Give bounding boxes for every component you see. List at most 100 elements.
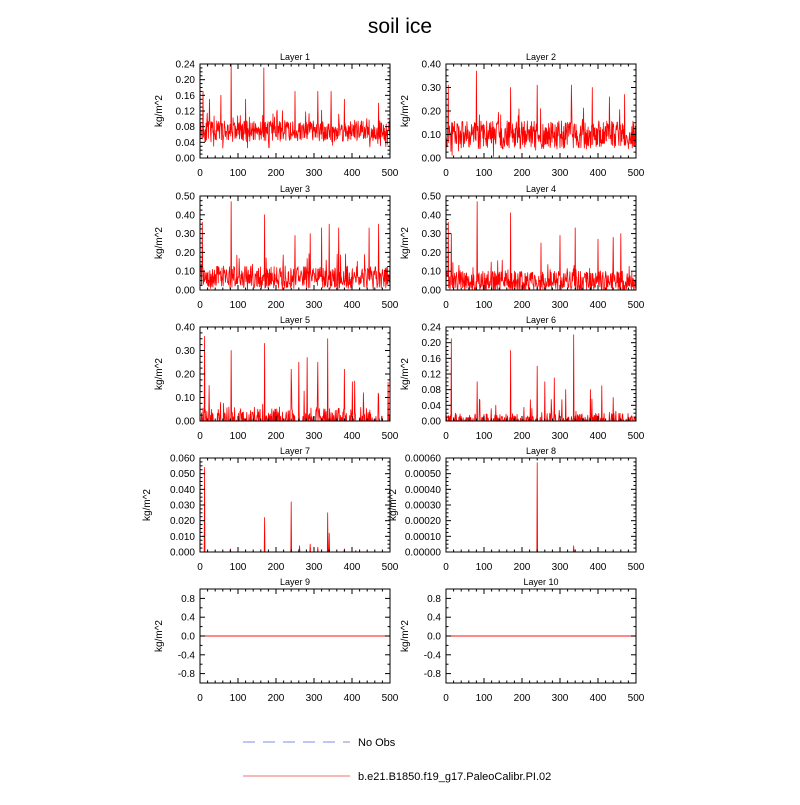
y-tick-label: 0.8 <box>427 594 441 605</box>
panel-title: Layer 1 <box>280 52 310 62</box>
y-tick-label: 0.20 <box>176 75 196 86</box>
panel-title: Layer 3 <box>280 184 310 194</box>
series-line <box>199 63 391 149</box>
x-tick-label: 400 <box>344 562 361 573</box>
x-tick-label: 100 <box>230 431 247 442</box>
x-tick-label: 400 <box>590 168 607 179</box>
x-tick-label: 400 <box>590 562 607 573</box>
y-tick-label: 0.08 <box>176 122 196 133</box>
y-axis-label: kg/m^2 <box>400 95 411 127</box>
x-tick-label: 500 <box>382 300 399 311</box>
x-tick-label: 0 <box>197 693 203 704</box>
x-tick-label: 100 <box>230 693 247 704</box>
y-tick-label: 0.00 <box>176 417 196 428</box>
y-tick-label: 0.00060 <box>405 454 442 465</box>
x-tick-label: 400 <box>590 693 607 704</box>
x-tick-label: 300 <box>306 300 323 311</box>
x-tick-label: 0 <box>197 300 203 311</box>
series-line <box>445 334 637 422</box>
y-tick-label: 0.030 <box>170 501 195 512</box>
panel-layer-10: Layer 10 0 100 200 300 400 500 -0.8 -0.4 0.0 0.4 0.… <box>400 577 645 704</box>
x-tick-label: 100 <box>230 562 247 573</box>
x-tick-label: 400 <box>344 431 361 442</box>
y-tick-label: 0.20 <box>422 107 442 118</box>
x-tick-label: 300 <box>306 693 323 704</box>
y-tick-label: 0.40 <box>422 210 442 221</box>
y-tick-label: 0.00020 <box>405 516 442 527</box>
x-tick-label: 200 <box>514 431 531 442</box>
x-tick-label: 400 <box>590 300 607 311</box>
y-tick-label: 0.04 <box>176 138 196 149</box>
x-tick-label: 0 <box>443 562 449 573</box>
y-tick-label: 0.00 <box>176 286 196 297</box>
y-tick-label: 0.08 <box>422 385 442 396</box>
y-tick-label: 0.16 <box>422 354 442 365</box>
x-tick-label: 300 <box>552 431 569 442</box>
y-tick-label: 0.00030 <box>405 501 442 512</box>
y-axis-label: kg/m^2 <box>400 358 411 390</box>
y-tick-label: -0.4 <box>178 650 196 661</box>
x-tick-label: 200 <box>514 168 531 179</box>
x-tick-label: 100 <box>230 300 247 311</box>
panel-title: Layer 7 <box>280 446 310 456</box>
x-tick-label: 200 <box>268 431 285 442</box>
plot-frame <box>445 326 637 422</box>
y-axis-label: kg/m^2 <box>142 489 153 521</box>
x-tick-label: 0 <box>197 562 203 573</box>
x-tick-label: 100 <box>476 168 493 179</box>
x-tick-label: 0 <box>197 168 203 179</box>
x-tick-label: 500 <box>628 562 645 573</box>
y-tick-label: 0.30 <box>422 83 442 94</box>
y-tick-label: 0.4 <box>181 613 195 624</box>
y-axis-label: kg/m^2 <box>154 620 165 652</box>
y-tick-label: 0.00040 <box>405 485 442 496</box>
panel-layer-9: Layer 9 0 100 200 300 400 500 -0.8 -0.4 0.0 0.4 0.8… <box>154 577 399 704</box>
series-line <box>445 462 637 553</box>
y-tick-label: -0.8 <box>178 669 196 680</box>
y-tick-label: 0.00050 <box>405 469 442 480</box>
x-tick-label: 400 <box>344 693 361 704</box>
x-tick-label: 0 <box>443 431 449 442</box>
y-tick-label: 0.8 <box>181 594 195 605</box>
y-axis-label: kg/m^2 <box>154 358 165 390</box>
y-tick-label: 0.00010 <box>405 532 442 543</box>
panel-title: Layer 5 <box>280 315 310 325</box>
y-tick-label: 0.000 <box>170 548 195 559</box>
panel-title: Layer 2 <box>526 52 556 62</box>
x-tick-label: 500 <box>382 431 399 442</box>
x-tick-label: 0 <box>197 431 203 442</box>
x-tick-label: 400 <box>344 168 361 179</box>
x-tick-label: 0 <box>443 300 449 311</box>
x-tick-label: 400 <box>590 431 607 442</box>
plot-frame <box>445 457 637 553</box>
figure-title: soil ice <box>368 15 432 38</box>
y-axis-label: kg/m^2 <box>154 227 165 259</box>
panel-title: Layer 10 <box>523 577 558 587</box>
x-tick-label: 500 <box>382 693 399 704</box>
y-tick-label: 0.4 <box>427 613 441 624</box>
y-tick-label: 0.50 <box>422 192 442 203</box>
y-tick-label: 0.24 <box>422 323 442 334</box>
panel-title: Layer 6 <box>526 315 556 325</box>
panel-layer-5: Layer 5 0 100 200 300 400 500 0.00 0.10 0.20 0.30 0… <box>154 315 399 442</box>
x-tick-label: 500 <box>382 168 399 179</box>
x-tick-label: 500 <box>382 562 399 573</box>
series-line <box>199 467 391 553</box>
x-tick-label: 500 <box>628 693 645 704</box>
panel-layer-1: Layer 1 0 100 200 300 400 500 0.00 0.04 0.08 0.12 0… <box>154 52 399 179</box>
x-tick-label: 500 <box>628 168 645 179</box>
y-tick-label: 0.00 <box>422 286 442 297</box>
y-tick-label: 0.40 <box>176 323 196 334</box>
x-tick-label: 200 <box>268 300 285 311</box>
series-line <box>445 70 637 158</box>
x-tick-label: 200 <box>514 300 531 311</box>
y-axis-label: kg/m^2 <box>400 227 411 259</box>
y-tick-label: -0.4 <box>424 650 442 661</box>
y-tick-label: 0.12 <box>176 107 196 118</box>
x-tick-label: 300 <box>552 168 569 179</box>
y-tick-label: 0.20 <box>176 248 196 259</box>
y-tick-label: 0.060 <box>170 454 195 465</box>
x-tick-label: 200 <box>514 693 531 704</box>
x-tick-label: 0 <box>443 693 449 704</box>
